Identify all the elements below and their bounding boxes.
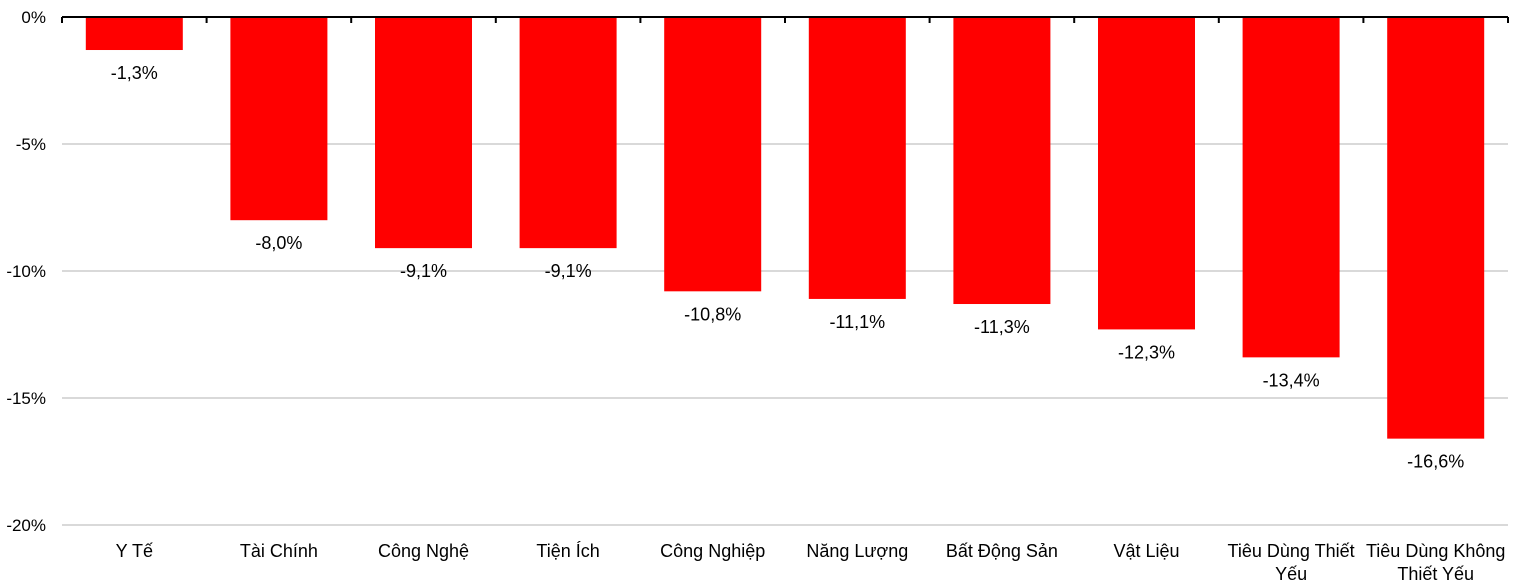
category-labels: Y Tế Tài Chính Công Nghệ Tiện Ích Công Nghiệ… xyxy=(116,541,1506,582)
category-label: Vật Liệu xyxy=(1113,541,1179,561)
bar xyxy=(953,17,1051,305)
category-label: Bất Động Sản xyxy=(946,541,1058,561)
y-tick-label: 0% xyxy=(21,8,46,27)
bar xyxy=(664,17,762,292)
data-label: -9,1% xyxy=(545,261,592,281)
category-label: Năng Lượng xyxy=(806,541,908,561)
data-label: -11,1% xyxy=(829,312,885,332)
data-label: -12,3% xyxy=(1118,342,1175,362)
bar xyxy=(808,17,906,299)
category-label: Tài Chính xyxy=(240,541,318,561)
data-label: -10,8% xyxy=(684,304,741,324)
data-label: -9,1% xyxy=(400,261,447,281)
data-label: -1,3% xyxy=(111,63,158,83)
y-tick-label: -20% xyxy=(6,516,46,535)
category-label: Công Nghiệp xyxy=(660,541,765,561)
data-label: -11,3% xyxy=(974,317,1030,337)
category-label: Tiêu Dùng Không xyxy=(1366,541,1505,561)
bar xyxy=(230,17,328,221)
data-labels: -1,3% -8,0% -9,1% -9,1% -10,8% -11,1% -11,3% -1… xyxy=(111,63,1464,472)
bar xyxy=(1098,17,1195,330)
y-tick-label: -10% xyxy=(6,262,46,281)
data-label: -8,0% xyxy=(255,233,302,253)
category-label: Tiêu Dùng Thiết xyxy=(1228,541,1355,561)
axes xyxy=(61,16,1509,23)
category-label: Yếu xyxy=(1275,564,1307,582)
bar xyxy=(519,17,617,249)
bar xyxy=(1387,17,1485,439)
y-tick-label: -15% xyxy=(6,389,46,408)
y-tick-label: -5% xyxy=(16,135,46,154)
category-label: Thiết Yếu xyxy=(1397,564,1474,582)
bars xyxy=(85,17,1485,439)
bar xyxy=(375,17,472,249)
category-label: Tiện Ích xyxy=(536,541,599,561)
data-label: -16,6% xyxy=(1407,452,1464,472)
bar xyxy=(1242,17,1340,358)
category-label: Y Tế xyxy=(116,541,153,561)
data-label: -13,4% xyxy=(1263,370,1320,390)
category-label: Công Nghệ xyxy=(378,541,469,561)
bar xyxy=(85,17,183,51)
y-tick-labels: 0% -5% -10% -15% -20% xyxy=(6,8,46,535)
